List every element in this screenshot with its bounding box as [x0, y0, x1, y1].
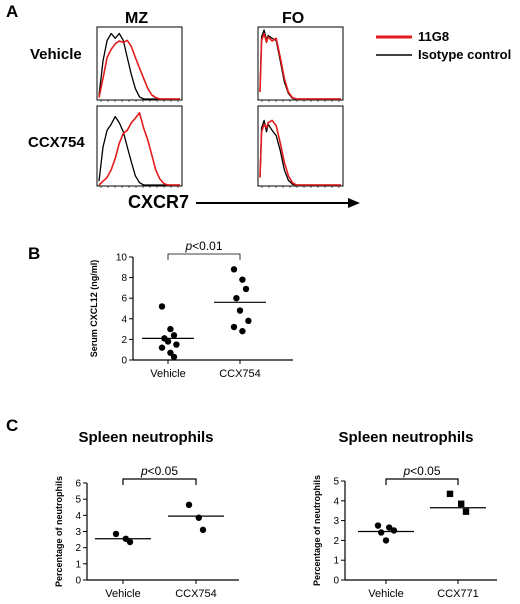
row-label-vehicle: Vehicle: [30, 46, 82, 63]
panel-c2-point-ccx771: [458, 500, 465, 507]
panel-c2-point-ccx771: [462, 508, 470, 515]
panel-b-y-tick-label: 0: [121, 356, 127, 367]
panel-c1-point-vehicle: [126, 538, 134, 546]
panel-c1-y-tick-label: 0: [75, 576, 81, 587]
histogram-frame-vehicle-mz: [96, 26, 183, 101]
panel-c2-significance-bracket: [385, 478, 459, 485]
panel-c2-point-vehicle: [386, 524, 393, 531]
legend-label-isotype: Isotype control: [418, 47, 512, 62]
panel-b-x-tick-label: CCX754: [219, 368, 261, 380]
cxcr7-arrow-head: [348, 198, 360, 208]
panel-c1-point-ccx754: [199, 526, 207, 534]
panel-b-point-ccx754: [242, 285, 250, 293]
histogram-line-ccx754-mz-11g8: [98, 112, 180, 186]
histogram-line-ccx754-mz-isotype: [98, 115, 180, 186]
panel-c1-y-tick-label: 4: [75, 511, 81, 522]
panel-c1-y-tick-label: 5: [75, 495, 81, 506]
panel-b-point-vehicle: [170, 332, 178, 339]
panel-c2-x-tick-label: Vehicle: [368, 588, 403, 600]
panel-b-scatter: 0 2 4 6 8 10 Serum CXCL12 (ng/ml) Vehicle CCX754…: [89, 239, 293, 380]
panel-c2-point-vehicle: [378, 529, 385, 536]
panel-c2-p-value: p<0.05: [402, 464, 440, 478]
panel-b-point-ccx754: [236, 307, 244, 314]
panel-b-y-tick-label: 4: [121, 314, 127, 325]
panel-b-point-vehicle: [164, 338, 172, 345]
panel-c1-point-ccx754: [185, 501, 193, 509]
histogram-line-ccx754-fo-isotype: [259, 119, 341, 186]
panel-b-point-vehicle: [167, 325, 174, 333]
panel-letter-a: A: [6, 2, 19, 21]
panel-c1-title: Spleen neutrophils: [78, 429, 213, 446]
panel-c2-point-vehicle: [374, 522, 382, 529]
row-label-ccx754: CCX754: [28, 134, 85, 151]
panel-c2-y-tick-label: 1: [333, 556, 339, 567]
panel-letter-b: B: [28, 244, 41, 263]
panel-c1-p-value: p<0.05: [140, 464, 178, 478]
panel-c1-x-tick-label: CCX754: [175, 588, 217, 600]
histogram-frame-ccx754-mz: [96, 105, 183, 187]
column-title-mz: MZ: [125, 10, 149, 27]
panel-b-point-vehicle: [167, 349, 174, 356]
panel-b-y-axis-label: Serum CXCL12 (ng/ml): [89, 260, 99, 358]
panel-c2-x-tick-label: CCX771: [437, 588, 479, 600]
histogram-line-vehicle-mz-11g8: [98, 39, 180, 100]
panel-c1-y-tick-label: 3: [75, 527, 81, 538]
panel-c1-y-tick-label: 6: [75, 479, 81, 490]
panel-b-point-ccx754: [245, 317, 252, 325]
panel-b-point-ccx754: [233, 295, 240, 302]
column-title-fo: FO: [282, 10, 305, 27]
panel-c2-y-tick-label: 5: [333, 477, 339, 488]
panel-c2-y-tick-label: 2: [333, 536, 339, 547]
panel-c2-y-tick-label: 3: [333, 516, 339, 527]
panel-c1-point-vehicle: [112, 530, 120, 538]
panel-c2-point-vehicle: [382, 537, 390, 544]
histogram-frame-vehicle-fo: [257, 26, 344, 101]
panel-b-y-tick-label: 6: [121, 294, 127, 305]
panel-c2-y-tick-label: 4: [333, 496, 339, 507]
panel-c1-y-axis-label: Percentage of neutrophils: [54, 476, 64, 587]
panel-c-scatter-ccx754: 0 1 2 3 4 5 6 Percentage of neutrophils Vehicle C…: [54, 429, 239, 600]
panel-b-x-tick-label: Vehicle: [150, 368, 185, 380]
panel-b-point-ccx754: [230, 323, 238, 331]
panel-b-point-ccx754: [230, 266, 238, 273]
panel-c1-point-ccx754: [195, 514, 202, 521]
panel-c2-title: Spleen neutrophils: [338, 429, 473, 446]
panel-b-y-tick-label: 2: [121, 335, 127, 346]
panel-c1-significance-bracket: [122, 478, 197, 485]
panel-b-y-tick-label: 8: [121, 273, 127, 284]
panel-b-point-vehicle: [170, 353, 178, 361]
panel-c2-y-tick-label: 0: [333, 576, 339, 587]
panel-c1-y-tick-label: 2: [75, 543, 81, 554]
panel-c1-x-tick-label: Vehicle: [105, 588, 140, 600]
axis-label-cxcr7: CXCR7: [128, 192, 190, 212]
histogram-frame-ccx754-fo: [257, 105, 344, 187]
panel-c2-point-vehicle: [390, 527, 398, 534]
panel-b-point-vehicle: [158, 303, 166, 310]
panel-b-y-tick-label: 10: [116, 253, 128, 264]
panel-c-scatter-ccx771: 0 1 2 3 4 5 Percentage of neutrophils Vehicle CC…: [312, 429, 497, 600]
panel-b-point-vehicle: [173, 341, 180, 348]
histogram-line-ccx754-fo-11g8: [259, 119, 341, 186]
panel-c2-y-axis-label: Percentage of neutrophils: [312, 475, 322, 586]
panel-b-point-ccx754: [239, 276, 246, 283]
panel-c1-y-tick-label: 1: [75, 559, 81, 570]
legend-label-11g8: 11G8: [418, 29, 450, 44]
panel-letter-c: C: [6, 416, 19, 435]
panel-c2-point-ccx771: [446, 490, 454, 498]
panel-b-p-value: p<0.01: [184, 239, 222, 253]
panel-b-point-vehicle: [158, 344, 166, 351]
panel-a-histograms: [96, 26, 412, 208]
panel-b-point-ccx754: [239, 327, 246, 335]
histogram-line-vehicle-fo-11g8: [259, 32, 341, 100]
panel-b-significance-bracket: [167, 253, 241, 260]
